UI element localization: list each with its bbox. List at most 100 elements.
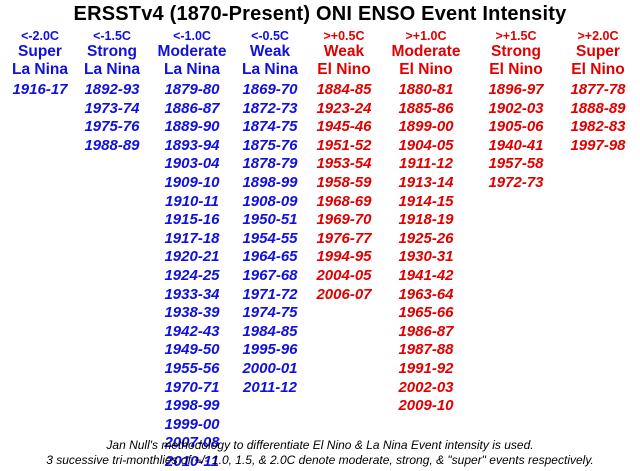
- event-year: 1995-96: [242, 341, 298, 359]
- column-weak-el-nino: >+0.5C Weak El Nino 1884-85 1923-24 1945-4…: [306, 30, 382, 304]
- event-year: 1973-74: [84, 99, 140, 117]
- column-moderate-la-nina: <-1.0C Moderate La Nina 1879-80 1886-87 18…: [150, 30, 234, 471]
- event-year: 1941-42: [398, 266, 454, 284]
- category-label: El Nino: [399, 61, 453, 78]
- event-year: 1899-00: [398, 118, 454, 136]
- event-year: 1951-52: [316, 136, 372, 154]
- event-year: 1998-99: [164, 397, 220, 415]
- event-year: 1933-34: [164, 285, 220, 303]
- event-year: 1991-92: [398, 359, 454, 377]
- category-label: Weak: [249, 43, 291, 60]
- event-year: 1913-14: [398, 173, 454, 191]
- event-year: 1963-64: [398, 285, 454, 303]
- event-year: 2000-01: [242, 359, 298, 377]
- category-label: Super: [18, 43, 62, 60]
- event-year: 1874-75: [242, 118, 298, 136]
- threshold-label: >+2.0C: [577, 29, 619, 43]
- event-year: 1975-76: [84, 118, 140, 136]
- event-year: 2011-12: [243, 378, 297, 396]
- event-year: 1945-46: [316, 118, 372, 136]
- category-label: La Nina: [164, 61, 220, 78]
- event-year: 2006-07: [316, 285, 372, 303]
- event-year: 1875-76: [242, 136, 298, 154]
- event-year: 1930-31: [398, 248, 454, 266]
- event-year: 1925-26: [398, 229, 454, 247]
- event-year: 1869-70: [242, 81, 298, 98]
- event-year: 2007-08: [164, 434, 220, 452]
- event-year: 2009-10: [398, 397, 454, 415]
- event-year: 1915-16: [164, 211, 220, 229]
- threshold-label: <-0.5C: [251, 29, 289, 43]
- threshold-label: >+1.0C: [405, 29, 447, 43]
- event-year: 1903-04: [164, 155, 220, 173]
- year-list: 1880-81 1885-86 1899-00 1904-05 1911-12 1913-…: [384, 81, 468, 416]
- event-year: 1923-24: [316, 99, 372, 117]
- event-year: 1910-11: [165, 192, 219, 210]
- category-label: Super: [576, 43, 620, 60]
- threshold-label: <-1.5C: [93, 29, 131, 43]
- event-year: 1904-05: [398, 136, 454, 154]
- event-year: 1880-81: [398, 81, 454, 98]
- event-year: 1884-85: [316, 81, 372, 98]
- year-list: 1884-85 1923-24 1945-46 1951-52 1953-54 1958-…: [306, 81, 382, 304]
- event-year: 1878-79: [242, 155, 298, 173]
- event-year: 1967-68: [242, 266, 298, 284]
- threshold-label: >+1.5C: [495, 29, 537, 43]
- event-year: 1965-66: [398, 304, 454, 322]
- year-list: 1877-78 1888-89 1982-83 1997-98: [562, 81, 634, 155]
- event-year: 1972-73: [488, 173, 544, 191]
- event-year: 1893-94: [164, 136, 220, 154]
- event-year: 1982-83: [570, 118, 626, 136]
- event-year: 1918-19: [398, 211, 454, 229]
- event-year: 1988-89: [84, 136, 140, 154]
- event-year: 1953-54: [316, 155, 372, 173]
- event-year: 1885-86: [398, 99, 454, 117]
- column-moderate-el-nino: >+1.0C Moderate El Nino 1880-81 1885-86 18…: [384, 30, 468, 416]
- event-year: 1872-73: [242, 99, 298, 117]
- threshold-label: >+0.5C: [323, 29, 365, 43]
- event-year: 2010-11: [165, 452, 219, 470]
- event-year: 2004-05: [316, 266, 372, 284]
- event-year: 1958-59: [316, 173, 372, 191]
- event-year: 1938-39: [164, 304, 220, 322]
- column-super-el-nino: >+2.0C Super El Nino 1877-78 1888-89 1982-…: [562, 30, 634, 155]
- event-year: 1909-10: [164, 173, 220, 191]
- year-list: 1869-70 1872-73 1874-75 1875-76 1878-79 1898-…: [234, 81, 306, 397]
- column-strong-el-nino: >+1.5C Strong El Nino 1896-97 1902-03 1905…: [478, 30, 554, 193]
- event-year: 1986-87: [398, 322, 454, 340]
- category-label: La Nina: [84, 61, 140, 78]
- event-year: 1964-65: [242, 248, 298, 266]
- event-year: 1968-69: [316, 192, 372, 210]
- event-year: 2002-03: [398, 378, 454, 396]
- event-year: 1877-78: [570, 81, 626, 98]
- footer-line: Jan Null's methodology to differentiate …: [106, 438, 534, 452]
- year-list: 1896-97 1902-03 1905-06 1940-41 1957-58 1972-…: [478, 81, 554, 193]
- event-year: 1924-25: [164, 266, 220, 284]
- event-year: 1942-43: [164, 322, 220, 340]
- year-list: 1879-80 1886-87 1889-90 1893-94 1903-04 1909-…: [150, 81, 234, 471]
- event-year: 1902-03: [488, 99, 544, 117]
- category-label: Strong: [87, 43, 137, 60]
- event-year: 1879-80: [164, 81, 220, 98]
- category-label: El Nino: [489, 61, 543, 78]
- column-strong-la-nina: <-1.5C Strong La Nina 1892-93 1973-74 1975…: [76, 30, 148, 155]
- column-super-la-nina: <-2.0C Super La Nina 1916-17: [4, 30, 76, 100]
- event-year: 1940-41: [488, 136, 544, 154]
- event-year: 1916-17: [12, 81, 68, 98]
- event-year: 1950-51: [242, 211, 298, 229]
- event-year: 1888-89: [570, 99, 626, 117]
- event-year: 1999-00: [164, 415, 220, 433]
- event-year: 1914-15: [398, 192, 454, 210]
- event-year: 1896-97: [488, 81, 544, 98]
- event-year: 1955-56: [164, 359, 220, 377]
- category-label: Moderate: [391, 43, 461, 60]
- footer-line: 3 sucessive tri-monthlies of +/- 1.0, 1.…: [46, 453, 594, 467]
- event-year: 1997-98: [570, 136, 626, 154]
- event-year: 1971-72: [242, 285, 298, 303]
- event-year: 1889-90: [164, 118, 220, 136]
- event-year: 1920-21: [164, 248, 220, 266]
- threshold-label: <-2.0C: [21, 29, 59, 43]
- year-list: 1892-93 1973-74 1975-76 1988-89: [76, 81, 148, 155]
- category-label: Weak: [323, 43, 365, 60]
